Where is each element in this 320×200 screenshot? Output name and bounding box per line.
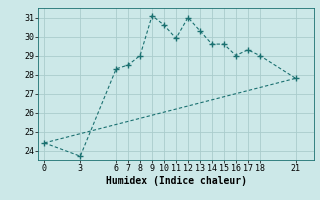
X-axis label: Humidex (Indice chaleur): Humidex (Indice chaleur) bbox=[106, 176, 246, 186]
